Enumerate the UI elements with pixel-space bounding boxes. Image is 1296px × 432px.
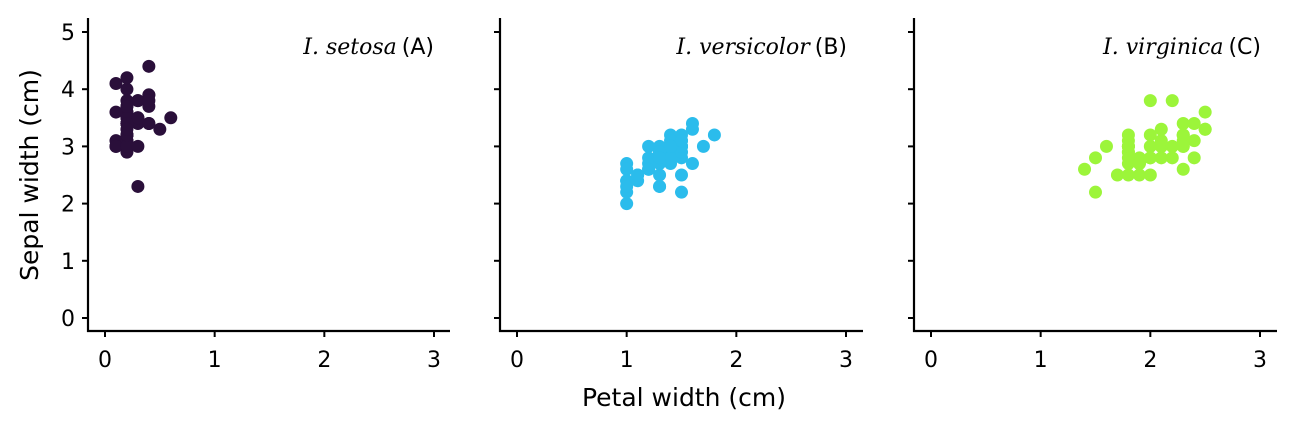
panel-tag: (B) — [815, 35, 847, 60]
data-point — [1198, 122, 1212, 136]
data-point — [696, 139, 710, 153]
species-name: I. versicolor — [675, 35, 811, 60]
data-point — [1154, 151, 1168, 165]
x-tick-label: 3 — [427, 348, 441, 373]
data-point — [1187, 151, 1201, 165]
data-point — [707, 128, 721, 142]
panel-label: I. versicolor (B) — [675, 35, 847, 60]
data-point — [120, 99, 134, 113]
data-point — [1132, 157, 1146, 171]
x-tick-label: 3 — [1253, 348, 1267, 373]
data-point — [1176, 139, 1190, 153]
data-point — [1143, 128, 1157, 142]
species-name: I. setosa — [302, 35, 396, 60]
y-tick-label: 3 — [61, 135, 75, 160]
data-point — [1132, 168, 1146, 182]
data-point — [131, 139, 145, 153]
data-point — [1121, 139, 1135, 153]
panel-label: I. setosa (A) — [302, 35, 434, 60]
panel-isetosa: 0 1 2 3 4 5 0 1 2 3 I. setosa (A) — [61, 18, 450, 373]
x-tick-label: 0 — [510, 348, 524, 373]
x-tick-label: 1 — [620, 348, 634, 373]
x-tick-label: 0 — [98, 348, 112, 373]
x-tick-label: 2 — [1143, 348, 1157, 373]
data-point — [1089, 151, 1102, 165]
data-point — [675, 185, 688, 199]
data-point — [109, 139, 123, 153]
data-point — [1143, 139, 1157, 153]
y-tick-label: 5 — [61, 21, 75, 46]
y-tick-label: 2 — [61, 193, 75, 218]
data-point — [620, 197, 634, 211]
data-point — [164, 111, 178, 125]
data-point — [653, 151, 667, 165]
data-point — [131, 94, 145, 108]
x-axis-title: Petal width (cm) — [582, 383, 786, 412]
x-tick-label: 0 — [924, 348, 938, 373]
data-point — [131, 179, 145, 193]
data-point — [1165, 139, 1179, 153]
x-tick-label: 1 — [208, 348, 222, 373]
data-point — [620, 179, 634, 193]
data-point — [120, 82, 134, 96]
data-point — [1187, 117, 1201, 131]
panel-label: I. virginica (C) — [1102, 35, 1261, 60]
data-point — [642, 162, 656, 176]
data-point — [1176, 117, 1190, 131]
data-point — [1110, 168, 1124, 182]
data-point — [1143, 168, 1157, 182]
data-point — [685, 157, 699, 171]
data-point — [131, 111, 145, 125]
data-point — [675, 168, 688, 182]
data-point — [1143, 151, 1157, 165]
data-point — [1176, 128, 1190, 142]
data-point — [109, 76, 123, 90]
data-point — [675, 134, 688, 148]
data-point — [1099, 139, 1113, 153]
data-point — [631, 168, 645, 182]
x-tick-label: 1 — [1034, 348, 1048, 373]
data-point — [120, 71, 134, 85]
data-point — [1121, 151, 1135, 165]
data-point — [653, 179, 667, 193]
data-point — [1165, 94, 1179, 108]
panel-tag: (A) — [402, 35, 434, 60]
data-point — [1176, 162, 1190, 176]
species-name: I. virginica — [1102, 35, 1223, 60]
x-tick-label: 2 — [729, 348, 743, 373]
x-tick-label: 2 — [317, 348, 331, 373]
data-point — [1154, 122, 1168, 136]
y-axis-title: Sepal width (cm) — [15, 69, 44, 281]
y-tick-label: 0 — [61, 307, 75, 332]
panel-tag: (C) — [1228, 35, 1261, 60]
data-point — [1078, 162, 1092, 176]
data-point — [1121, 168, 1135, 182]
panel-ivirginica: 0 1 2 3 I. virginica (C) — [908, 18, 1277, 373]
data-point — [1187, 134, 1201, 148]
data-point — [153, 122, 167, 136]
data-point — [120, 122, 134, 136]
data-point — [142, 94, 156, 108]
data-point — [142, 117, 156, 131]
data-point — [664, 139, 678, 153]
data-point — [142, 59, 156, 73]
data-point — [1165, 151, 1179, 165]
data-point — [664, 151, 678, 165]
data-point — [653, 168, 667, 182]
data-point — [1143, 94, 1157, 108]
data-point — [109, 105, 123, 119]
data-point — [1089, 185, 1102, 199]
y-tick-label: 4 — [61, 78, 75, 103]
data-point — [642, 139, 656, 153]
data-point — [120, 139, 134, 153]
data-point — [1198, 105, 1212, 119]
panel-iversicolor: 0 1 2 3 I. versicolor (B) — [494, 18, 863, 373]
data-point — [685, 117, 699, 131]
x-tick-label: 3 — [839, 348, 853, 373]
data-point — [1154, 134, 1168, 148]
data-point — [620, 162, 634, 176]
y-tick-label: 1 — [61, 250, 75, 275]
